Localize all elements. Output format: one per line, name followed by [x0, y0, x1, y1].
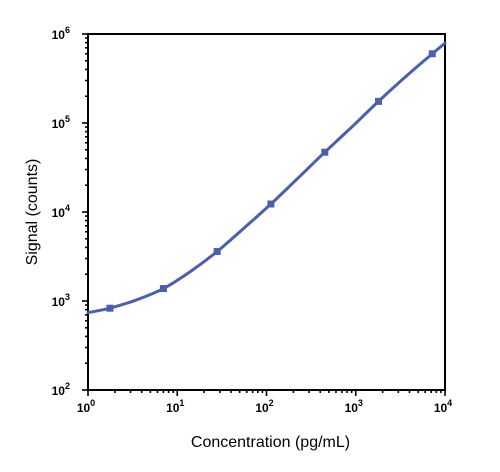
data-point-marker: [159, 285, 167, 293]
data-points: [106, 50, 436, 312]
y-tick-label: 105: [52, 114, 70, 131]
data-point-marker: [267, 200, 275, 208]
y-tick-label: 104: [52, 203, 70, 220]
x-axis-ticks: 100 101 102 103 104: [77, 390, 452, 415]
y-axis-ticks: 102 103 104 105 106: [52, 25, 88, 398]
fit-curve-line: [86, 41, 447, 315]
data-point-marker: [428, 50, 436, 58]
y-tick-label: 102: [52, 381, 70, 398]
data-point-marker: [106, 304, 114, 312]
x-tick-label: 100: [77, 398, 95, 415]
x-tick-label: 102: [255, 398, 273, 415]
y-axis-title: Signal (counts): [24, 159, 41, 266]
x-tick-label: 103: [345, 398, 363, 415]
data-point-marker: [213, 247, 221, 255]
x-axis-title: Concentration (pg/mL): [191, 434, 350, 451]
data-point-marker: [321, 148, 329, 156]
data-point-marker: [375, 97, 383, 105]
x-tick-label: 104: [434, 398, 452, 415]
y-tick-label: 103: [52, 292, 70, 309]
x-tick-label: 101: [166, 398, 184, 415]
y-tick-label: 106: [52, 25, 70, 42]
